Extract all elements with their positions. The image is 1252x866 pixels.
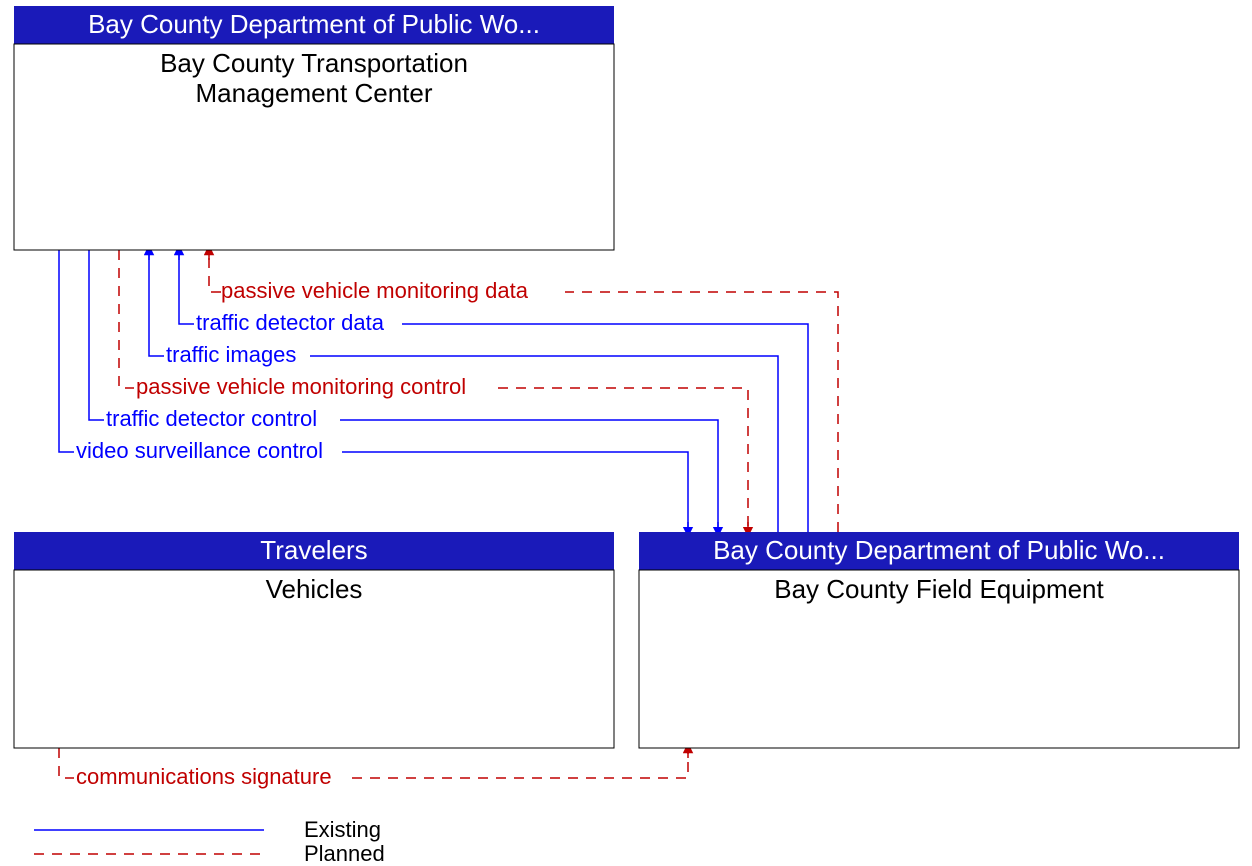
flow-cs-label: communications signature — [76, 764, 332, 789]
flow-tdc-label: traffic detector control — [106, 406, 317, 431]
box-field-header-text: Bay County Department of Public Wo... — [713, 535, 1165, 565]
flow-pvmd-label: passive vehicle monitoring data — [221, 278, 529, 303]
box-tmc: Bay County Department of Public Wo... Bay… — [14, 6, 614, 250]
legend-planned-label: Planned — [304, 841, 385, 866]
box-field-body-text: Bay County Field Equipment — [774, 574, 1104, 604]
flow-ti-label: traffic images — [166, 342, 296, 367]
box-field: Bay County Department of Public Wo... Bay… — [639, 532, 1239, 748]
box-vehicles-header-text: Travelers — [260, 535, 367, 565]
flow-vsc-label: video surveillance control — [76, 438, 323, 463]
box-vehicles-body-text: Vehicles — [266, 574, 363, 604]
flow-cs: communications signature — [59, 748, 688, 789]
box-tmc-header-text: Bay County Department of Public Wo... — [88, 9, 540, 39]
flow-pvmc-label: passive vehicle monitoring control — [136, 374, 466, 399]
box-vehicles: Travelers Vehicles — [14, 532, 614, 748]
flow-tdd-label: traffic detector data — [196, 310, 385, 335]
architecture-diagram: passive vehicle monitoring data traffic d… — [0, 0, 1252, 866]
legend-existing-label: Existing — [304, 817, 381, 842]
box-tmc-body-text: Bay County TransportationManagement Cent… — [160, 48, 468, 108]
legend-layer: ExistingPlanned — [34, 817, 385, 866]
